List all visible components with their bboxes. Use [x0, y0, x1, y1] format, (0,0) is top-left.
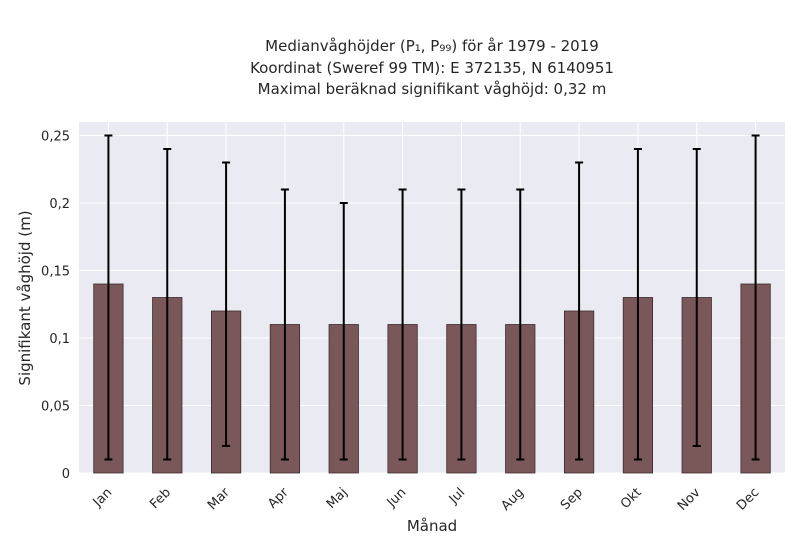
x-tick-label: Dec: [734, 485, 762, 513]
plot-area: [79, 122, 785, 473]
y-tick-label: 0,05: [41, 400, 70, 415]
x-tick-label: Feb: [147, 485, 174, 512]
x-tick-label: Sep: [558, 485, 586, 513]
x-tick-label: Aug: [499, 485, 528, 514]
y-tick-label: 0,1: [49, 332, 70, 347]
x-tick-label: Nov: [675, 485, 704, 514]
chart-title-line-3: Maximal beräknad signifikant våghöjd: 0,…: [258, 80, 607, 98]
error-bars: [104, 134, 760, 461]
chart-title-line-1: Medianvåghöjder (P₁, P₉₉) för år 1979 - …: [265, 37, 599, 55]
chart-title: Medianvåghöjder (P₁, P₉₉) för år 1979 - …: [250, 37, 614, 98]
x-tick-label: Jul: [446, 485, 468, 507]
x-tick-label: Jan: [90, 485, 115, 510]
y-tick-label: 0,25: [41, 130, 70, 145]
x-tick-label: Mar: [205, 485, 233, 513]
y-axis-ticks: 0 0,05 0,1 0,15 0,2 0,25: [41, 130, 70, 483]
x-tick-label: Maj: [324, 485, 351, 512]
x-tick-label: Okt: [618, 485, 645, 512]
x-axis-ticks: Jan Feb Mar Apr Maj Jun Jul Aug Sep Okt Nov Dec: [90, 485, 763, 514]
x-tick-label: Jun: [384, 485, 410, 511]
x-axis-label: Månad: [407, 517, 457, 535]
chart-title-line-2: Koordinat (Sweref 99 TM): E 372135, N 61…: [250, 59, 614, 77]
y-tick-label: 0: [62, 467, 70, 482]
y-tick-label: 0,15: [41, 265, 70, 280]
y-tick-label: 0,2: [49, 197, 70, 212]
x-tick-label: Apr: [265, 485, 292, 512]
y-axis-label: Signifikant våghöjd (m): [16, 210, 34, 385]
